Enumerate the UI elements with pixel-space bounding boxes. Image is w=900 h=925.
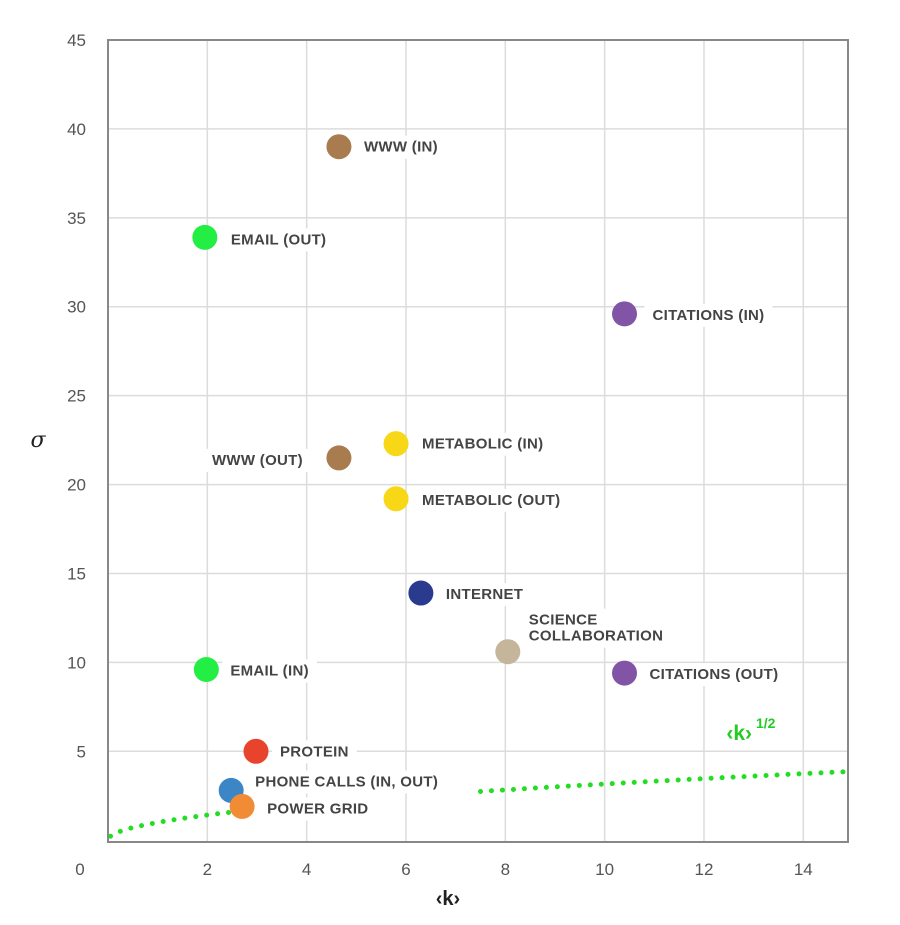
curve-segment [108,809,240,839]
point-label-background [222,228,335,252]
data-points: WWW (IN) EMAIL (OUT) CITATIONS (IN) METABOL… [192,134,787,821]
y-tick-label: 30 [67,298,86,317]
point-label: PHONE CALLS (IN, OUT) [255,773,438,790]
sqrt-k-curve [108,769,851,839]
point-label-background [644,303,773,327]
y-tick-label: 5 [77,742,86,761]
x-tick-label: 6 [401,860,410,879]
y-tick-label: 10 [67,653,86,672]
x-tick-label: 12 [695,860,714,879]
point-label-background [414,488,569,512]
point-label: PROTEIN [280,743,349,760]
data-point [326,134,352,160]
point-label-background [641,663,787,687]
y-axis-label: σ [30,428,46,453]
x-origin-tick-label: 0 [75,860,84,879]
x-tick-label: 2 [203,860,212,879]
data-point [383,431,409,457]
point-label-background [520,608,672,648]
point-label: INTERNET [446,586,523,603]
data-point [408,580,434,606]
point-label: EMAIL (OUT) [231,231,327,248]
x-tick-label: 4 [302,860,311,879]
data-point [495,639,521,665]
data-point [612,301,638,327]
curve-label-exponent: 1/2 [756,715,776,731]
x-tick-label: 10 [595,860,614,879]
x-axis-label: ‹k› [436,888,460,910]
point-label-background [437,583,532,607]
y-tick-label: 35 [67,209,86,228]
y-axis-ticks: 5 10 15 20 25 30 35 40 45 [67,31,86,761]
curve-label: ‹k› 1/2 [726,715,775,745]
point-label: POWER GRID [267,800,368,817]
point-label: WWW (IN) [364,139,438,156]
point-label-background [259,797,377,821]
curve-segment [478,769,851,794]
y-tick-label: 40 [67,120,86,139]
svg-text:‹k›: ‹k› [726,722,752,745]
point-label-background [355,135,446,159]
point-label: WWW (OUT) [212,452,303,469]
y-tick-label: 15 [67,564,86,583]
x-tick-label: 14 [794,860,813,879]
data-point [383,486,409,512]
data-point [326,445,352,471]
point-label: METABOLIC (IN) [422,436,543,453]
y-tick-label: 45 [67,31,86,50]
data-point [612,660,638,686]
point-label: CITATIONS (OUT) [650,666,779,683]
y-tick-label: 25 [67,387,86,406]
data-point [229,793,255,819]
point-label: CITATIONS (IN) [653,307,765,324]
y-tick-label: 20 [67,476,86,495]
point-label-background [222,659,317,683]
x-axis-ticks: 2 4 6 8 10 12 14 [203,860,813,879]
svg-text:1/2: 1/2 [756,715,776,731]
point-label-background [247,770,447,794]
point-label-background [414,432,552,456]
data-point [192,224,218,250]
point-label-background [203,448,311,472]
plot-frame [107,39,849,843]
point-label: METABOLIC (OUT) [422,492,560,509]
curve-label-base: ‹k› [726,722,752,745]
data-point [243,738,269,764]
point-label: EMAIL (IN) [230,663,309,680]
data-point [193,657,219,683]
point-label: SCIENCE COLLABORATION [529,612,663,645]
point-label-background [272,740,357,764]
x-tick-label: 8 [501,860,510,879]
